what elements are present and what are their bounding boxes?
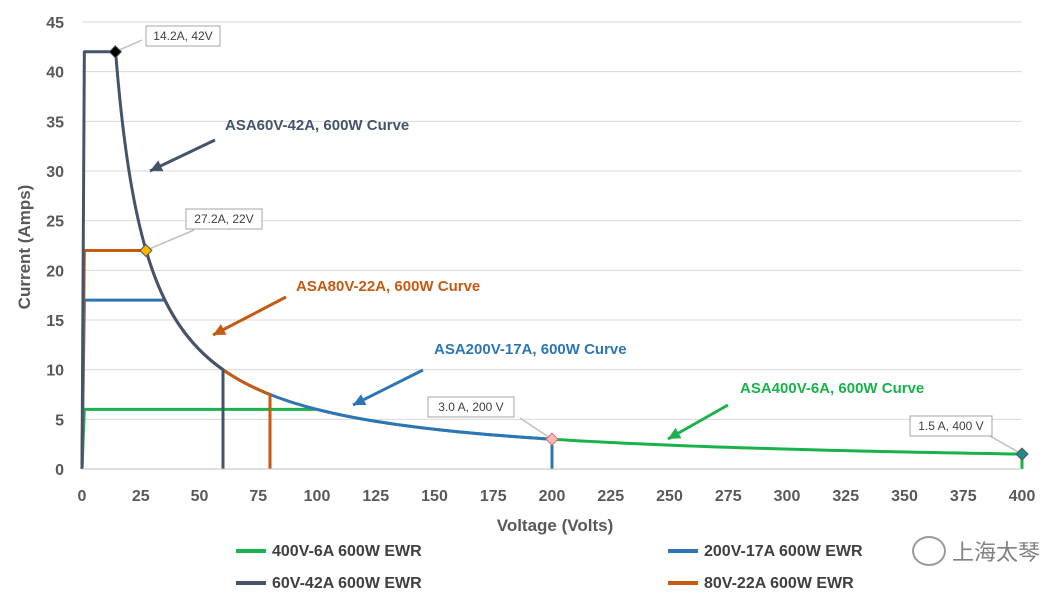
y-tick-labels: 0 5 10 15 20 25 30 35 40 45	[46, 15, 64, 479]
legend-label-60v: 60V-42A 600W EWR	[272, 575, 422, 592]
y-axis-title: Current (Amps)	[15, 185, 34, 310]
annotation-label-4: ASA400V-6A, 600W Curve	[740, 380, 924, 397]
x-tick-100: 100	[304, 488, 331, 505]
annotation-arrowhead-4	[668, 427, 682, 439]
watermark-text: 上海太琴	[951, 541, 1040, 566]
callout-leader-4	[989, 435, 1023, 455]
x-tick-125: 125	[362, 488, 389, 505]
point-markers	[108, 45, 1029, 461]
legend-label-200v: 200V-17A 600W EWR	[704, 543, 863, 560]
x-tick-50: 50	[191, 488, 209, 505]
callout-text-2: 27.2A, 22V	[194, 212, 253, 226]
y-tick-45: 45	[46, 15, 64, 32]
series-line-200v	[80, 298, 554, 470]
y-tick-20: 20	[46, 263, 64, 280]
y-tick-30: 30	[46, 164, 64, 181]
callout-box-1	[145, 25, 221, 47]
y-tick-25: 25	[46, 214, 64, 231]
x-tick-175: 175	[480, 488, 507, 505]
legend: 400V-6A 600W EWR 200V-17A 600W EWR 60V-42A…	[236, 543, 863, 592]
callout-marker-1	[108, 45, 123, 59]
watermark: 上海太琴	[911, 535, 1040, 567]
annotation-arrowhead-1	[150, 160, 164, 172]
wechat-icon	[911, 536, 946, 566]
annotation-arrow-3	[352, 368, 424, 407]
x-tick-375: 375	[950, 488, 977, 505]
x-tick-200: 200	[539, 488, 566, 505]
y-tick-5: 5	[55, 412, 64, 429]
x-tick-300: 300	[774, 488, 801, 505]
annotation-label-3: ASA200V-17A, 600W Curve	[434, 341, 627, 358]
series-lines	[80, 50, 1024, 470]
callout-leader-2	[145, 229, 195, 252]
x-tick-75: 75	[249, 488, 267, 505]
callout-marker-2	[139, 243, 153, 258]
annotation-arrow-1	[149, 138, 216, 173]
callout-leader-3	[519, 417, 553, 440]
x-tick-250: 250	[656, 488, 683, 505]
legend-label-80v: 80V-22A 600W EWR	[704, 575, 854, 592]
series-line-60v	[80, 50, 225, 470]
x-tick-400: 400	[1009, 488, 1036, 505]
x-axis-title: Voltage (Volts)	[497, 516, 614, 535]
callout-text-4: 1.5 A, 400 V	[918, 419, 983, 433]
annotation-arrowhead-2	[213, 324, 227, 335]
x-tick-labels: 0 25 50 75 100 125 150 175 200 225 250 275 300 325 350…	[78, 488, 1036, 505]
callout-marker-3	[545, 432, 559, 446]
x-tick-350: 350	[891, 488, 918, 505]
x-tick-275: 275	[715, 488, 742, 505]
annotation-arrows	[149, 138, 729, 441]
y-tick-10: 10	[46, 363, 64, 380]
annotation-arrow-2	[212, 295, 287, 337]
y-tick-40: 40	[46, 65, 64, 82]
y-tick-15: 15	[46, 313, 64, 330]
callout-box-2	[185, 208, 263, 230]
y-tick-35: 35	[46, 114, 64, 131]
annotation-label-1: ASA60V-42A, 600W Curve	[225, 117, 409, 134]
callout-text-1: 14.2A, 42V	[153, 29, 212, 43]
y-tick-0: 0	[55, 462, 64, 479]
annotations: ASA60V-42A, 600W Curve ASA80V-22A, 600W C…	[225, 117, 924, 397]
series-line-80v	[80, 248, 272, 470]
x-tick-225: 225	[597, 488, 624, 505]
x-tick-325: 325	[832, 488, 859, 505]
callout-box-3	[427, 396, 515, 418]
callout-marker-4	[1015, 447, 1029, 461]
annotation-label-2: ASA80V-22A, 600W Curve	[296, 278, 480, 295]
x-tick-25: 25	[132, 488, 150, 505]
callout-box-4	[909, 415, 993, 437]
legend-label-400v: 400V-6A 600W EWR	[272, 543, 422, 560]
x-tick-0: 0	[78, 488, 87, 505]
annotation-arrowhead-3	[353, 394, 367, 405]
x-tick-150: 150	[421, 488, 448, 505]
callouts: 14.2A, 42V 27.2A, 22V 3.0 A, 200 V 1.5 A, 4…	[115, 25, 1023, 455]
callout-text-3: 3.0 A, 200 V	[438, 400, 503, 414]
